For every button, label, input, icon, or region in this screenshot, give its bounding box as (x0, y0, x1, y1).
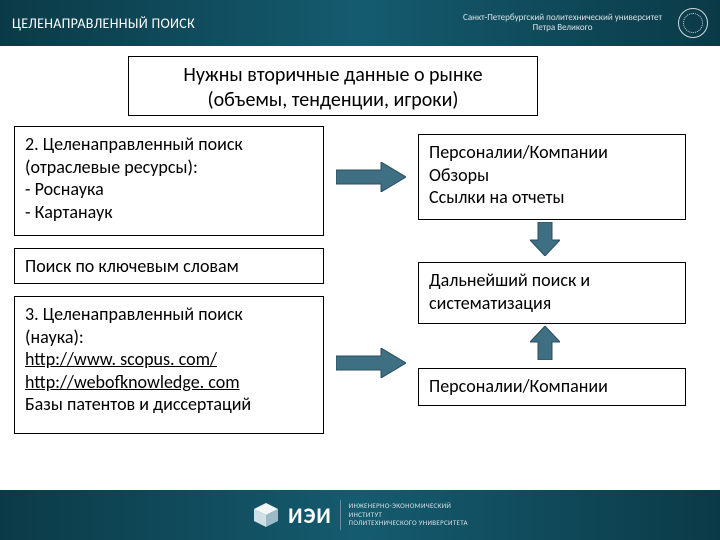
footer-logo-text: ИЭИ (288, 502, 332, 529)
header-bar: ЦЕЛЕНАПРАВЛЕННЫЙ ПОИСК Санкт-Петербургск… (0, 0, 720, 46)
left2-l1: 2. Целенаправленный поиск (25, 133, 313, 156)
uni-seal-icon (678, 8, 708, 38)
rightC-l1: Персоналии/Компании (429, 375, 675, 398)
left3-link1[interactable]: http://www. scopus. com/ (25, 348, 313, 371)
box-title: Нужны вторичные данные о рынке (объемы, … (128, 56, 538, 116)
rightA-l1: Персоналии/Компании (429, 141, 675, 164)
rightA-l3: Ссылки на отчеты (429, 186, 675, 209)
diagram-canvas: Нужны вторичные данные о рынке (объемы, … (0, 46, 720, 496)
box-right-c: Персоналии/Компании (418, 368, 686, 406)
title-line1: Нужны вторичные данные о рынке (139, 63, 527, 88)
left2-l2: (отраслевые ресурсы): (25, 156, 313, 179)
footer-bar: ИЭИ ИНЖЕНЕРНО-ЭКОНОМИЧЕСКИЙ ИНСТИТУТ ПОЛ… (0, 490, 720, 540)
header-uni-line2: Петра Великого (463, 23, 662, 33)
rightB-l2: систематизация (429, 292, 675, 315)
footer-cube-icon (252, 501, 280, 529)
box-left-keywords: Поиск по ключевым словам (14, 248, 324, 284)
arrow-down (530, 222, 560, 256)
left3-l2: (наука): (25, 326, 313, 349)
footer-subtext: ИНЖЕНЕРНО-ЭКОНОМИЧЕСКИЙ ИНСТИТУТ ПОЛИТЕХ… (349, 502, 468, 527)
leftkw-l1: Поиск по ключевым словам (25, 255, 313, 278)
left2-l3: - Роснаука (25, 178, 313, 201)
arrow-right-1 (336, 162, 406, 192)
rightA-l2: Обзоры (429, 164, 675, 187)
arrow-up (530, 326, 560, 360)
arrow-right-2 (336, 348, 406, 378)
box-right-a: Персоналии/Компании Обзоры Ссылки на отч… (418, 134, 686, 220)
footer-logo: ИЭИ ИНЖЕНЕРНО-ЭКОНОМИЧЕСКИЙ ИНСТИТУТ ПОЛ… (252, 500, 468, 530)
left2-l4: - Картанаук (25, 201, 313, 224)
left3-l1: 3. Целенаправленный поиск (25, 303, 313, 326)
left3-l5: Базы патентов и диссертаций (25, 393, 313, 416)
header-uni: Санкт-Петербургский политехнический унив… (463, 13, 670, 34)
box-left-2: 2. Целенаправленный поиск (отраслевые ре… (14, 126, 324, 236)
header-title: ЦЕЛЕНАПРАВЛЕННЫЙ ПОИСК (12, 15, 195, 32)
box-left-3: 3. Целенаправленный поиск (наука): http:… (14, 296, 324, 434)
footer-sub3: ПОЛИТЕХНИЧЕСКОГО УНИВЕРСИТЕТА (349, 519, 468, 527)
rightB-l1: Дальнейший поиск и (429, 269, 675, 292)
box-right-b: Дальнейший поиск и систематизация (418, 262, 686, 324)
title-line2: (объемы, тенденции, игроки) (139, 88, 527, 113)
left3-link2[interactable]: http://webofknowledge. com (25, 371, 313, 394)
